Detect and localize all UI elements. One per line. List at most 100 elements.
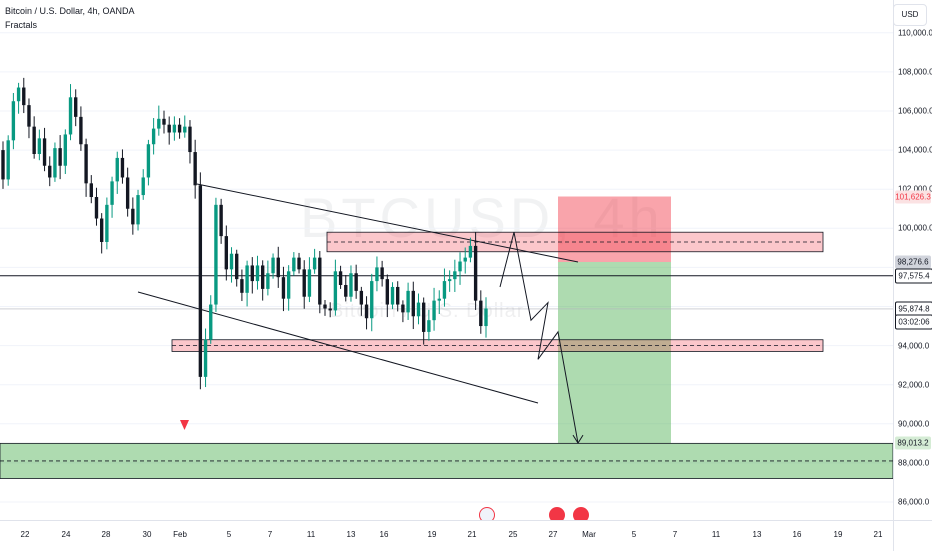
candle-body xyxy=(396,286,400,305)
fractal-down-marker xyxy=(180,420,189,430)
price-tick-label: 90,000.0 xyxy=(898,419,930,429)
candle-body xyxy=(172,124,177,133)
candle-body xyxy=(245,265,249,293)
candle-body xyxy=(437,298,441,301)
price-tick-label: 94,000.0 xyxy=(898,341,930,351)
symbol-title[interactable]: Bitcoin / U.S. Dollar, 4h, OANDA xyxy=(5,6,135,16)
indicator-label[interactable]: Fractals xyxy=(5,20,38,30)
chart-canvas[interactable]: BTCUSD, 4h Bitcoin / U.S. Dollar Bitcoin… xyxy=(0,0,893,520)
currency-button[interactable]: USD xyxy=(893,4,927,26)
candle-body xyxy=(276,257,280,278)
price-axis[interactable]: 110,000.0 108,000.0 106,000.0 104,000.0 102,… xyxy=(893,0,932,520)
candle-body xyxy=(421,302,426,332)
candle-body xyxy=(307,269,312,297)
candle-body xyxy=(16,87,21,102)
candle-body xyxy=(209,304,213,340)
time-tick-label: 19 xyxy=(427,530,437,539)
candle-body xyxy=(99,218,104,242)
time-tick-label: 30 xyxy=(142,530,152,539)
candle-body xyxy=(151,128,156,145)
time-tick-label: 25 xyxy=(508,530,518,539)
candle-body xyxy=(411,290,415,317)
projection-path xyxy=(499,232,579,444)
time-tick-label: 11 xyxy=(306,530,316,539)
price-tag: 03:02:06 xyxy=(895,314,932,330)
economic-event-icon[interactable] xyxy=(549,507,565,520)
price-tick-label: 86,000.0 xyxy=(898,497,930,507)
candle-body xyxy=(203,339,208,377)
candle-body xyxy=(240,279,244,293)
candle-body xyxy=(131,208,135,225)
candle-body xyxy=(473,245,478,301)
price-tag: 89,013.2 xyxy=(895,436,931,450)
time-tick-label: 28 xyxy=(101,530,111,539)
time-tick-label: 21 xyxy=(873,530,883,539)
candle-body xyxy=(349,273,353,297)
candle-body xyxy=(401,304,405,313)
candle-body xyxy=(375,267,379,282)
economic-event-icon[interactable] xyxy=(573,507,589,520)
candle-body xyxy=(260,265,265,289)
price-tick-label: 104,000.0 xyxy=(898,145,932,155)
time-tick-label: 13 xyxy=(346,530,356,539)
price-tick-label: 108,000.0 xyxy=(898,67,932,77)
candle-body xyxy=(323,304,327,309)
time-tick-label: 5 xyxy=(631,530,637,539)
candle-body xyxy=(390,286,395,305)
candle-body xyxy=(271,257,275,274)
candle-body xyxy=(89,183,93,198)
time-tick-label: 16 xyxy=(379,530,389,539)
candle-body xyxy=(167,124,171,133)
candle-body xyxy=(136,195,140,225)
plot-area[interactable] xyxy=(0,0,893,520)
time-axis[interactable]: 22 24 28 30 Feb 5 7 11 13 16 19 21 25 27 Mar 5 7 11 13 16 19… xyxy=(0,520,893,551)
time-tick-label: 16 xyxy=(792,530,802,539)
candle-body xyxy=(79,116,83,145)
price-tick-label: 100,000.0 xyxy=(898,223,932,233)
candle-body xyxy=(318,257,322,305)
candle-body xyxy=(484,308,488,327)
candle-body xyxy=(11,101,16,141)
candle-body xyxy=(380,267,384,280)
candle-body xyxy=(63,134,68,166)
lower-trendline xyxy=(137,291,539,404)
price-tick-label: 92,000.0 xyxy=(898,380,930,390)
candle-body xyxy=(74,97,78,117)
candle-body xyxy=(235,253,239,280)
candle-body xyxy=(432,300,436,321)
candle-body xyxy=(292,257,296,272)
candle-body xyxy=(266,273,270,289)
time-tick-label: 7 xyxy=(267,530,273,539)
candle-body xyxy=(364,304,369,319)
candle-body xyxy=(68,97,73,135)
candle-body xyxy=(229,253,234,270)
time-tick-label: 7 xyxy=(672,530,678,539)
price-tick-label: 102,000.0 xyxy=(898,185,932,194)
candle-body xyxy=(58,148,62,166)
axis-corner xyxy=(893,520,932,551)
candle-body xyxy=(442,281,447,299)
time-tick-label: 22 xyxy=(20,530,30,539)
time-tick-label: Mar xyxy=(582,530,596,539)
candle-body xyxy=(297,257,301,270)
candle-body xyxy=(84,144,88,184)
candle-body xyxy=(177,124,182,133)
candle-body xyxy=(27,105,31,127)
candle-body xyxy=(32,126,36,155)
time-tick-label: 5 xyxy=(226,530,232,539)
candle-body xyxy=(427,320,431,332)
price-tag: 101,626.3 xyxy=(895,190,931,203)
candle-body xyxy=(328,308,332,311)
candle-body xyxy=(479,300,483,327)
candle-body xyxy=(416,302,421,317)
stop-loss-area xyxy=(558,196,671,262)
candle-body xyxy=(250,265,254,282)
candle-body xyxy=(385,279,390,305)
candle-body xyxy=(463,257,467,262)
symbol-watermark-description: Bitcoin / U.S. Dollar xyxy=(330,300,525,322)
price-tick-label: 88,000.0 xyxy=(898,458,930,468)
earnings-event-icon[interactable] xyxy=(479,507,495,520)
time-tick-label: 21 xyxy=(467,530,477,539)
candle-body xyxy=(53,148,57,178)
candle-body xyxy=(37,138,42,155)
